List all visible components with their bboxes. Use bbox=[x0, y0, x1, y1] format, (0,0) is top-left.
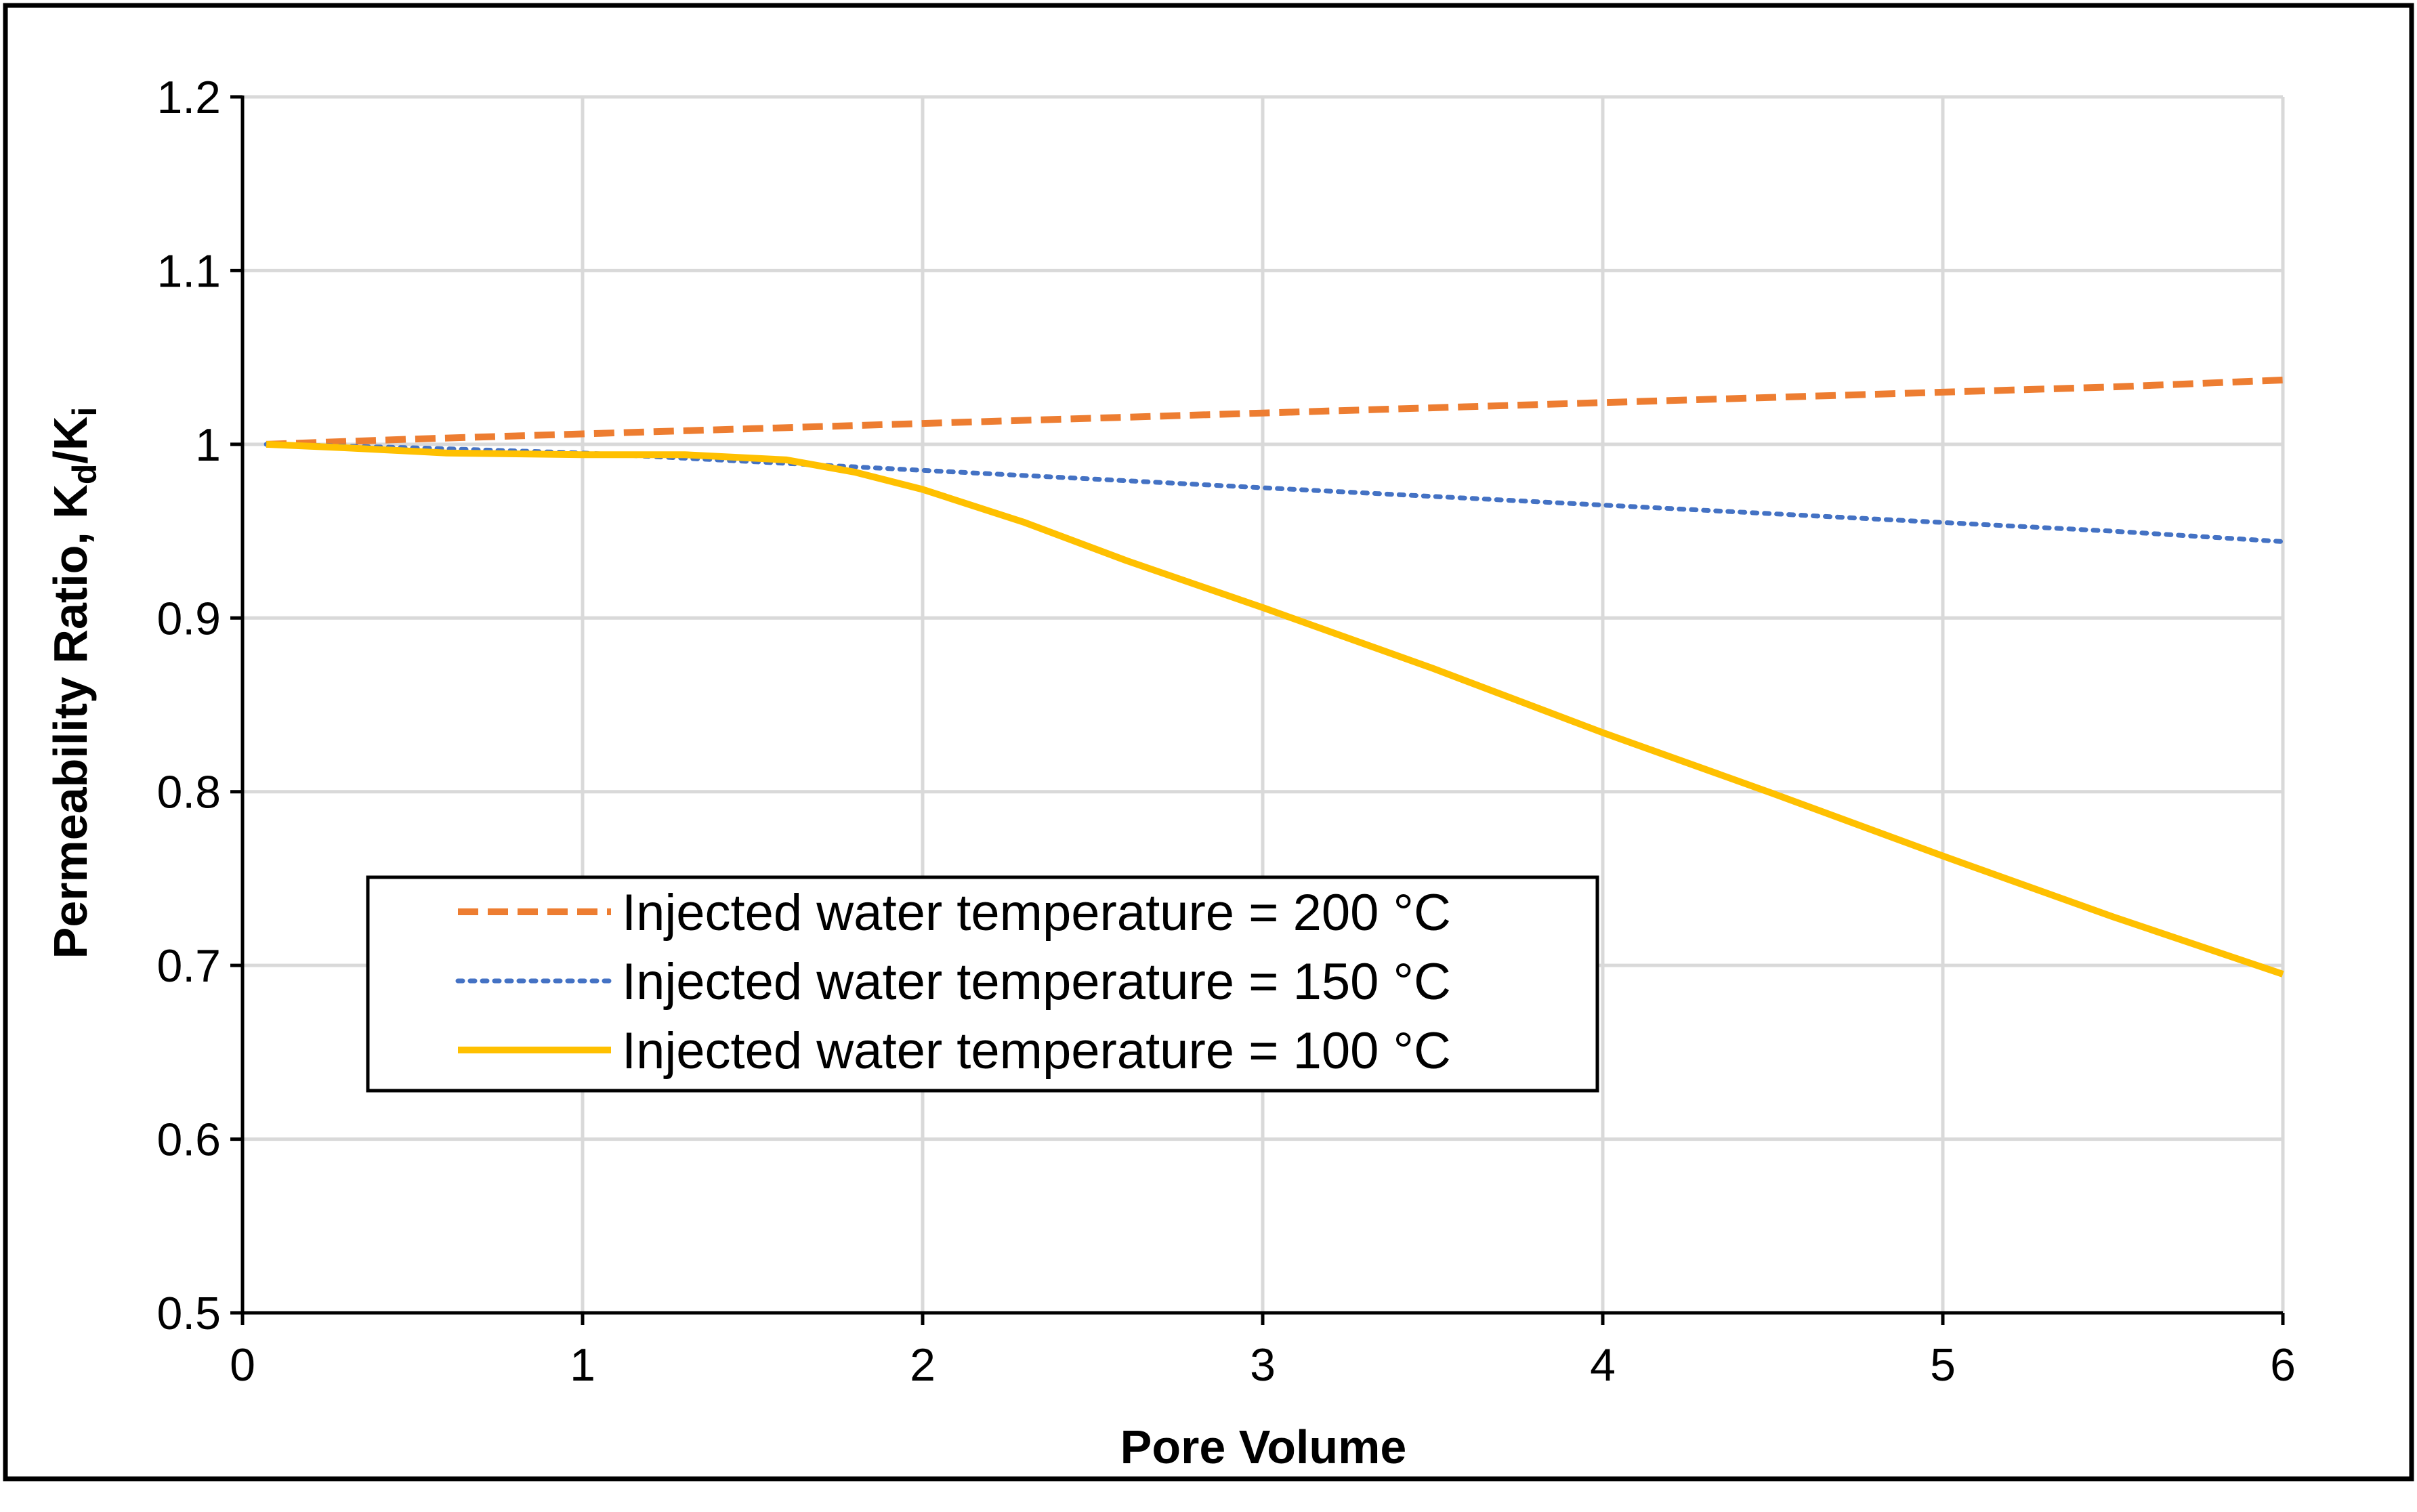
series-lines bbox=[264, 377, 2286, 978]
y-tick-label: 1.2 bbox=[156, 72, 221, 123]
axes bbox=[230, 95, 2285, 1325]
x-tick-label: 0 bbox=[230, 1339, 255, 1391]
x-tick-label: 4 bbox=[1590, 1339, 1616, 1391]
chart-frame bbox=[3, 3, 2414, 1482]
x-tick-label: 5 bbox=[1930, 1339, 1956, 1391]
legend: Injected water temperature = 200 °C Injec… bbox=[366, 875, 1599, 1093]
y-axis-title: Permeability Ratio, Kd/Ki bbox=[44, 407, 104, 959]
legend-label-2: Injected water temperature = 150 °C bbox=[622, 953, 1451, 1011]
series-line-3 bbox=[266, 440, 2284, 978]
legend-box bbox=[366, 875, 1599, 1093]
legend-label-1: Injected water temperature = 200 °C bbox=[622, 884, 1451, 942]
x-tick-label: 3 bbox=[1250, 1339, 1276, 1391]
y-tick-label: 0.5 bbox=[156, 1288, 221, 1339]
series-line-1 bbox=[266, 377, 2284, 448]
y-tick-label: 0.7 bbox=[156, 940, 221, 992]
legend-label-3: Injected water temperature = 100 °C bbox=[622, 1022, 1451, 1080]
y-tick-label: 0.9 bbox=[156, 593, 221, 644]
y-tick-label: 0.8 bbox=[156, 767, 221, 818]
y-tick-label: 1.1 bbox=[156, 245, 221, 297]
tick-labels: 0.5 0.6 0.7 0.8 0.9 1 1.1 1.2 0 1 2 3 4 5 6 bbox=[156, 72, 2295, 1391]
x-tick-label: 6 bbox=[2270, 1339, 2296, 1391]
gridlines bbox=[243, 95, 2285, 1313]
x-axis-title: Pore Volume bbox=[1120, 1421, 1407, 1473]
x-tick-label: 1 bbox=[570, 1339, 595, 1391]
x-tick-label: 2 bbox=[910, 1339, 936, 1391]
y-tick-label: 0.6 bbox=[156, 1114, 221, 1166]
y-tick-label: 1 bbox=[195, 419, 221, 471]
